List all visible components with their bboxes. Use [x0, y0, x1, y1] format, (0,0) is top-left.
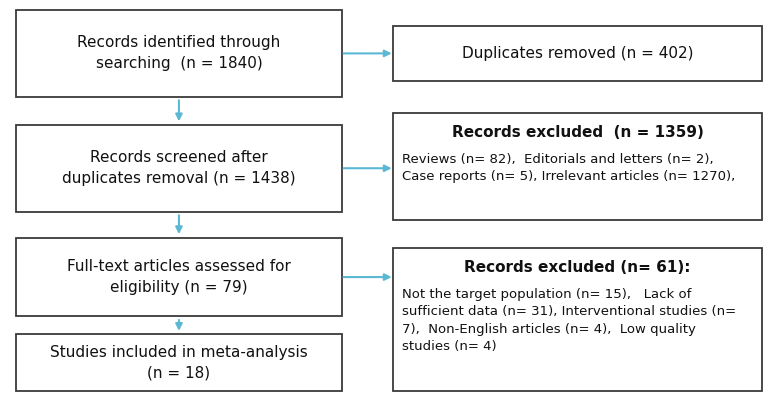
Text: Studies included in meta-analysis: Studies included in meta-analysis	[50, 345, 308, 360]
Text: Records excluded  (n = 1359): Records excluded (n = 1359)	[452, 125, 703, 140]
Text: searching  (n = 1840): searching (n = 1840)	[96, 56, 262, 71]
Text: studies (n= 4): studies (n= 4)	[402, 340, 497, 353]
Text: Records excluded (n= 61):: Records excluded (n= 61):	[464, 260, 691, 275]
Text: Records screened after: Records screened after	[90, 150, 268, 165]
Text: sufficient data (n= 31), Interventional studies (n=: sufficient data (n= 31), Interventional …	[402, 305, 736, 318]
FancyBboxPatch shape	[393, 248, 762, 391]
Text: Not the target population (n= 15),   Lack of: Not the target population (n= 15), Lack …	[402, 288, 692, 301]
Text: Reviews (n= 82),  Editorials and letters (n= 2),: Reviews (n= 82), Editorials and letters …	[402, 153, 714, 166]
Text: (n = 18): (n = 18)	[147, 366, 211, 381]
Text: Full-text articles assessed for: Full-text articles assessed for	[67, 259, 291, 274]
FancyBboxPatch shape	[393, 26, 762, 81]
Text: Records identified through: Records identified through	[77, 35, 281, 50]
FancyBboxPatch shape	[16, 334, 342, 391]
FancyBboxPatch shape	[393, 113, 762, 220]
FancyBboxPatch shape	[16, 238, 342, 316]
Text: 7),  Non-English articles (n= 4),  Low quality: 7), Non-English articles (n= 4), Low qua…	[402, 323, 696, 336]
Text: duplicates removal (n = 1438): duplicates removal (n = 1438)	[62, 171, 296, 186]
FancyBboxPatch shape	[16, 10, 342, 97]
FancyBboxPatch shape	[16, 125, 342, 212]
Text: Duplicates removed (n = 402): Duplicates removed (n = 402)	[462, 46, 693, 61]
Text: eligibility (n = 79): eligibility (n = 79)	[110, 280, 247, 295]
Text: Case reports (n= 5), Irrelevant articles (n= 1270),: Case reports (n= 5), Irrelevant articles…	[402, 170, 735, 183]
